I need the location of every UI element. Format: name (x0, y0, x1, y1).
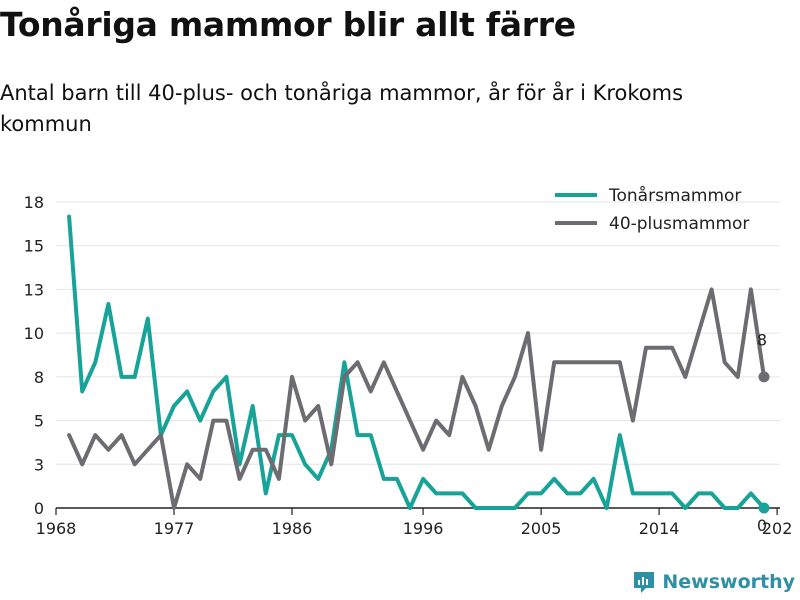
y-tick-label: 3 (34, 455, 44, 474)
y-tick-label: 15 (24, 237, 44, 256)
series-end-point-1 (758, 371, 770, 383)
series-end-label-1: 8 (757, 330, 767, 349)
y-tick-label: 10 (24, 324, 44, 343)
x-tick-label: 2005 (521, 519, 562, 538)
newsworthy-brand: Newsworthy (632, 570, 795, 594)
x-tick-label: 1986 (272, 519, 313, 538)
y-tick-label: 0 (34, 499, 44, 518)
y-tick-label: 8 (34, 368, 44, 387)
x-tick-label: 202 (762, 519, 793, 538)
series-end-point-0 (758, 502, 770, 514)
brand-name: Newsworthy (662, 571, 795, 593)
series-layer (67, 214, 770, 514)
x-tick-label: 1968 (36, 519, 77, 538)
series-line-0 (67, 214, 766, 510)
series-line-1 (67, 287, 766, 510)
y-tick-label: 5 (34, 412, 44, 431)
x-tick-label: 2014 (639, 519, 680, 538)
x-tick-label: 1977 (154, 519, 195, 538)
end-label-layer: 08 (757, 330, 767, 535)
chart-title: Tonåriga mammor blir allt färre (0, 5, 576, 44)
newsworthy-logo-icon (634, 572, 655, 593)
legend-label-1: 40-plusmammor (609, 214, 749, 234)
y-tick-label: 18 (24, 193, 44, 212)
series-end-label-0: 0 (757, 516, 767, 535)
grid-layer (56, 201, 780, 465)
chart-subtitle: Antal barn till 40-plus- och tonåriga ma… (0, 81, 684, 136)
axis-layer: 0 3 5 8 10 13 15 18 1968 1977 1986 1996 2005 2014 202 (24, 193, 793, 538)
y-tick-label: 13 (24, 280, 44, 299)
x-tick-label: 1996 (403, 519, 444, 538)
legend-label-0: Tonårsmammor (608, 185, 741, 206)
legend: Tonårsmammor 40-plusmammor (555, 185, 749, 234)
